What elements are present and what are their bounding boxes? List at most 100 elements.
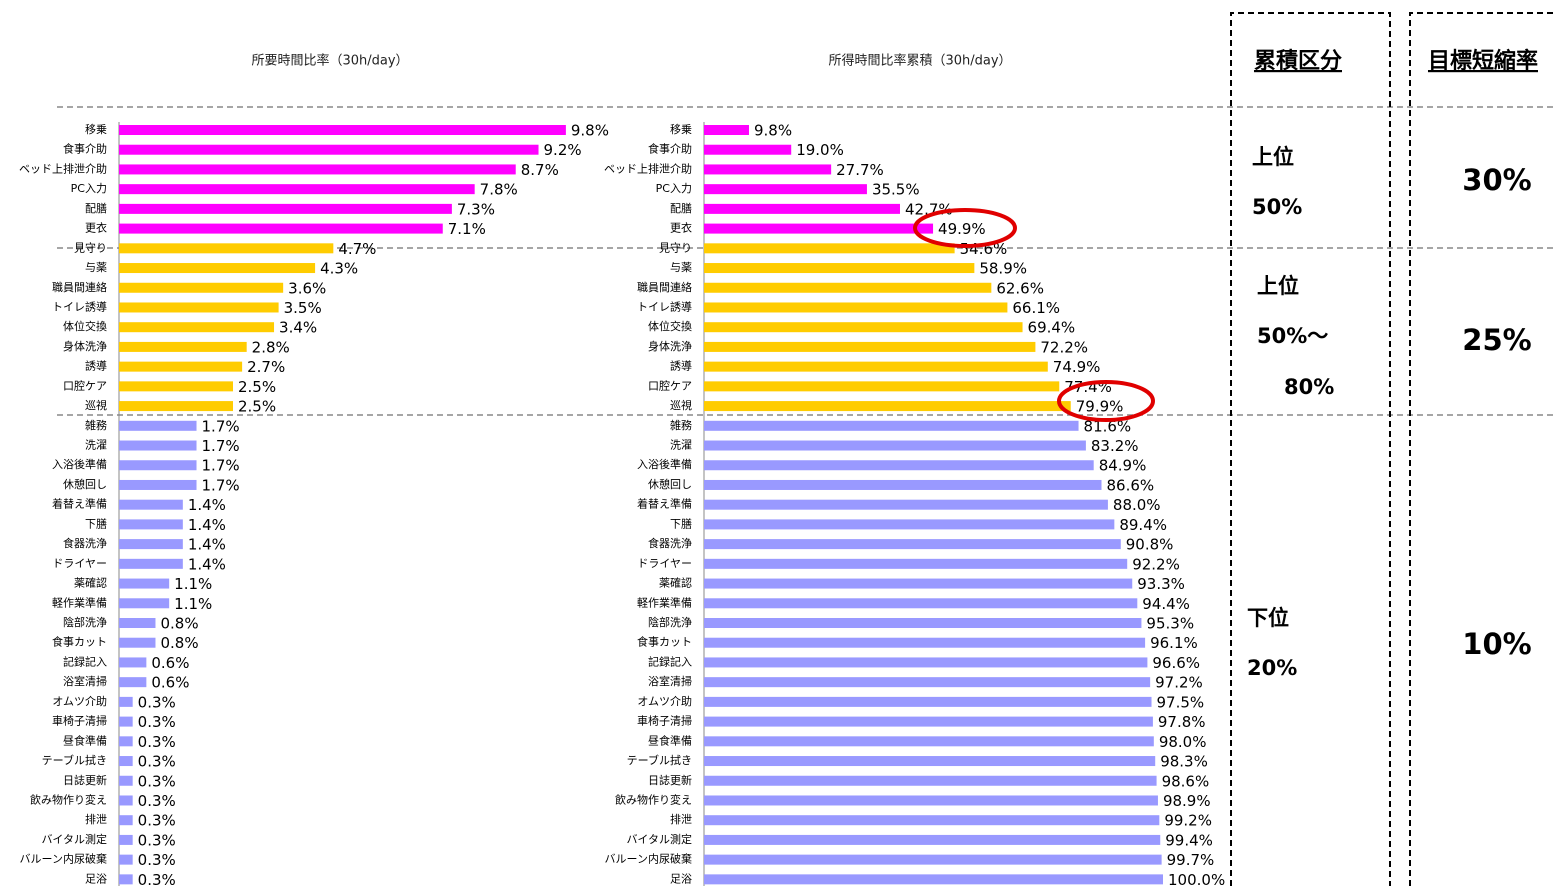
value-label: 9.8% bbox=[754, 122, 792, 140]
category-label: ベッド上排泄介助 bbox=[604, 161, 692, 175]
value-label: 81.6% bbox=[1084, 417, 1132, 435]
value-label: 9.8% bbox=[571, 122, 609, 140]
segment-label: 上位 bbox=[1257, 274, 1299, 298]
bar bbox=[704, 874, 1163, 885]
bar bbox=[704, 302, 1008, 313]
value-label: 97.5% bbox=[1157, 693, 1205, 711]
value-label: 88.0% bbox=[1113, 496, 1161, 514]
category-label: 誘導 bbox=[670, 359, 692, 373]
value-label: 9.2% bbox=[544, 141, 582, 159]
bar bbox=[704, 775, 1157, 786]
value-label: 99.2% bbox=[1164, 812, 1212, 830]
category-label: 移乗 bbox=[85, 123, 107, 136]
category-label: テーブル拭き bbox=[42, 753, 107, 767]
value-label: 0.3% bbox=[138, 792, 176, 810]
value-label: 8.7% bbox=[521, 161, 559, 179]
bar bbox=[119, 578, 170, 589]
value-label: 0.3% bbox=[138, 753, 176, 771]
bar bbox=[119, 696, 133, 707]
bar bbox=[119, 460, 197, 471]
bar bbox=[704, 736, 1154, 747]
category-label: ベッド上排泄介助 bbox=[19, 161, 107, 175]
value-label: 98.9% bbox=[1163, 792, 1211, 810]
category-label: 休憩回し bbox=[648, 477, 692, 491]
category-label: PC入力 bbox=[656, 182, 692, 195]
category-label: 雑務 bbox=[670, 418, 692, 432]
value-label: 7.1% bbox=[448, 220, 486, 238]
bar bbox=[704, 637, 1146, 648]
bar bbox=[704, 834, 1161, 845]
category-label: オムツ介助 bbox=[637, 694, 692, 708]
category-label: 昼食準備 bbox=[648, 733, 692, 747]
bar bbox=[119, 558, 183, 569]
value-label: 69.4% bbox=[1028, 319, 1076, 337]
bar bbox=[119, 282, 284, 293]
value-label: 0.3% bbox=[138, 772, 176, 790]
value-label: 98.6% bbox=[1162, 772, 1210, 790]
category-label: 食器洗浄 bbox=[648, 536, 692, 550]
value-label: 0.3% bbox=[138, 831, 176, 849]
category-label: テーブル拭き bbox=[627, 753, 692, 767]
header: 目標短縮率 bbox=[1428, 48, 1538, 74]
category-label: 飲み物作り変え bbox=[30, 792, 107, 806]
bar bbox=[119, 243, 334, 254]
bar bbox=[119, 479, 197, 490]
chart-title: 所得時間比率累積（30h/day） bbox=[828, 53, 1011, 69]
bar bbox=[704, 519, 1115, 530]
value-label: 4.7% bbox=[338, 240, 376, 258]
value-label: 92.2% bbox=[1132, 555, 1180, 573]
category-label: バルーン内尿破棄 bbox=[605, 852, 692, 866]
category-label: 下膳 bbox=[670, 516, 692, 530]
segment-label: 上位 bbox=[1252, 145, 1294, 169]
bar bbox=[704, 756, 1156, 767]
bar bbox=[704, 144, 792, 155]
category-label: 陰部洗浄 bbox=[648, 615, 692, 629]
highlight bbox=[913, 208, 1017, 248]
bar bbox=[119, 263, 316, 274]
value-label: 1.4% bbox=[188, 516, 226, 534]
value-label: 97.2% bbox=[1155, 674, 1203, 692]
bar bbox=[704, 420, 1079, 431]
category-label: 巡視 bbox=[670, 398, 692, 412]
bar bbox=[704, 203, 900, 214]
category-label: ドライヤー bbox=[637, 557, 692, 570]
value-label: 66.1% bbox=[1012, 299, 1060, 317]
bar bbox=[119, 203, 452, 214]
category-label: 与薬 bbox=[670, 261, 692, 274]
bar bbox=[119, 854, 133, 865]
category-label: 与薬 bbox=[85, 261, 107, 274]
value-label: 35.5% bbox=[872, 181, 920, 199]
category-label: 口腔ケア bbox=[648, 378, 692, 392]
highlight bbox=[1057, 380, 1155, 422]
category-label: 食事カット bbox=[52, 635, 107, 649]
bar bbox=[119, 815, 133, 826]
category-label: 見守り bbox=[659, 240, 692, 254]
value-label: 19.0% bbox=[796, 141, 844, 159]
value-label: 0.6% bbox=[151, 674, 189, 692]
category-label: 入浴後準備 bbox=[52, 457, 107, 471]
bar bbox=[704, 184, 867, 195]
bar bbox=[119, 736, 133, 747]
category-label: 巡視 bbox=[85, 398, 107, 412]
value-label: 2.8% bbox=[252, 338, 290, 356]
value-label: 49.9% bbox=[938, 220, 986, 238]
value-label: 62.6% bbox=[996, 279, 1044, 297]
value-label: 1.4% bbox=[188, 555, 226, 573]
value-label: 58.9% bbox=[979, 260, 1027, 278]
category-label: オムツ介助 bbox=[52, 694, 107, 708]
value-label: 7.8% bbox=[480, 181, 518, 199]
value-label: 0.3% bbox=[138, 713, 176, 731]
bar bbox=[704, 677, 1151, 688]
category-label: バイタル測定 bbox=[626, 832, 692, 846]
category-label: 日誌更新 bbox=[648, 773, 692, 787]
category-label: 記録記入 bbox=[648, 654, 692, 668]
target: 25% bbox=[1462, 323, 1531, 357]
value-label: 0.3% bbox=[138, 851, 176, 869]
value-label: 1.7% bbox=[202, 476, 240, 494]
value-label: 4.3% bbox=[320, 260, 358, 278]
value-label: 0.3% bbox=[138, 871, 176, 886]
target: 10% bbox=[1462, 627, 1531, 661]
category-label: 下膳 bbox=[85, 516, 107, 530]
target: 30% bbox=[1462, 163, 1531, 197]
category-label: 排泄 bbox=[85, 812, 107, 826]
